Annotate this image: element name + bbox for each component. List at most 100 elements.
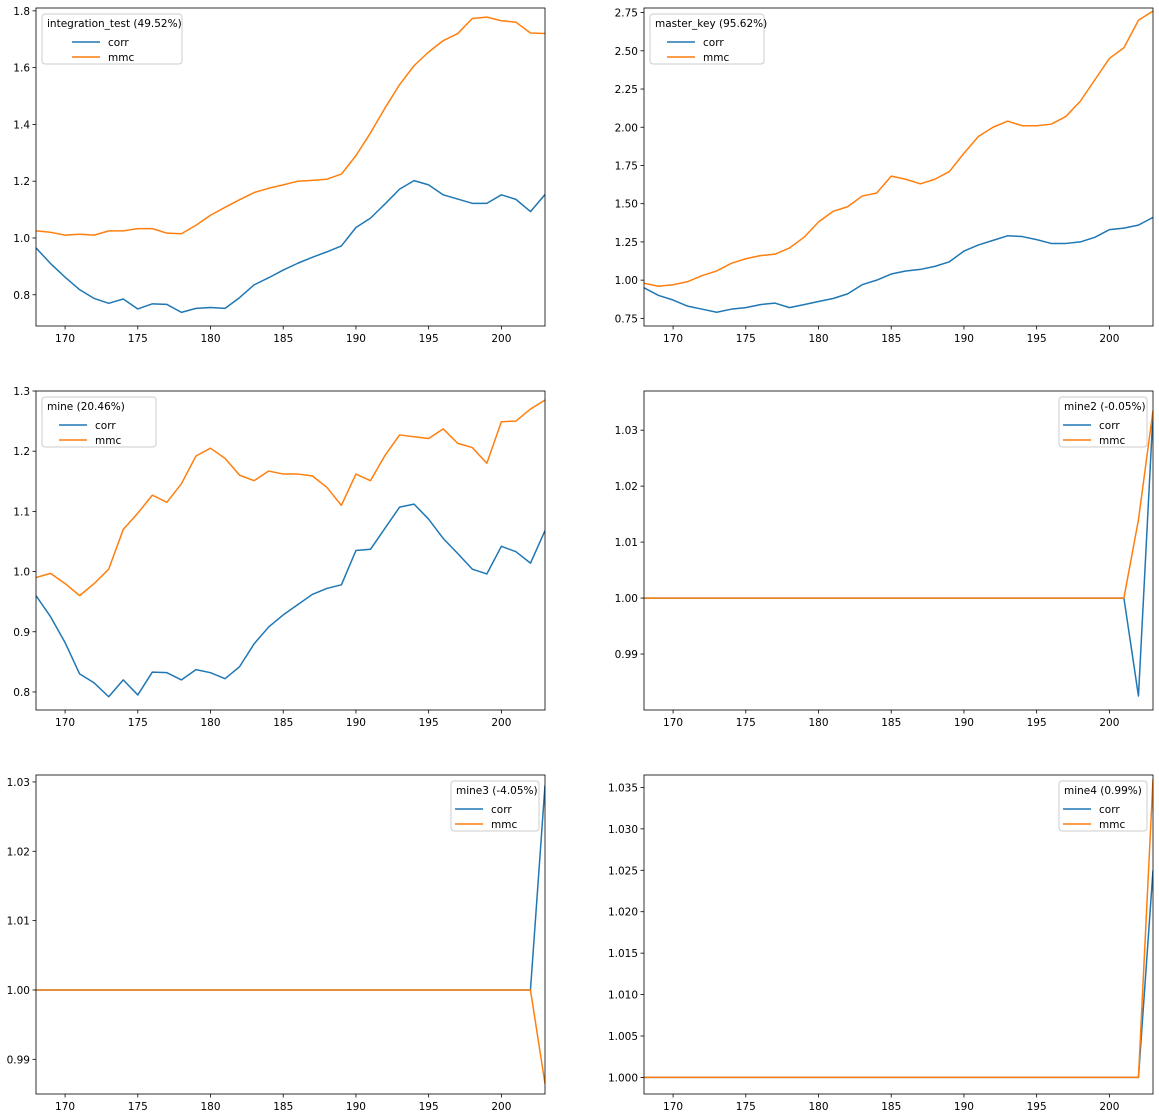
y-tick-label: 1.25 <box>615 237 638 249</box>
x-tick-label: 170 <box>663 717 683 729</box>
x-tick-label: 195 <box>1027 1101 1047 1113</box>
y-tick-label: 1.005 <box>608 1031 638 1043</box>
legend: integration_test (49.52%) corr mmc <box>41 13 183 65</box>
y-tick-label: 1.00 <box>7 985 30 997</box>
y-tick-label: 1.00 <box>615 593 638 605</box>
x-tick-label: 175 <box>128 1101 148 1113</box>
y-tick-label: 0.8 <box>13 687 30 699</box>
x-tick-label: 200 <box>491 333 511 345</box>
y-tick-label: 1.1 <box>13 506 30 518</box>
series-line-mmc <box>644 779 1153 1079</box>
axes-frame <box>35 390 546 711</box>
subplot-1: 170 175 180 185 190 195 200 0.8 1.0 1.2 1.4 1.6 1.8 i… <box>13 6 546 345</box>
legend-box <box>450 780 540 832</box>
x-tick-label: 180 <box>200 333 220 345</box>
y-tick-label: 0.8 <box>13 290 30 302</box>
axes-frame <box>643 774 1154 1095</box>
legend-label-corr: corr <box>491 804 512 816</box>
x-tick-label: 185 <box>273 1101 293 1113</box>
series-line-corr <box>644 413 1153 697</box>
legend-label-mmc: mmc <box>95 435 121 447</box>
series-line-corr <box>36 179 545 314</box>
x-tick-label: 195 <box>419 1101 439 1113</box>
legend: master_key (95.62%) corr mmc <box>649 13 767 65</box>
subplot-5: 170 175 180 185 190 195 200 0.99 1.00 1.01 1.02 1.0… <box>7 774 546 1113</box>
y-tick-label: 1.015 <box>608 948 638 960</box>
y-tick-label: 2.00 <box>615 122 638 134</box>
y-tick-label: 1.00 <box>615 275 638 287</box>
y-tick-label: 0.75 <box>615 313 638 325</box>
legend-title: mine3 (-4.05%) <box>456 785 538 797</box>
axes-frame <box>35 7 546 327</box>
legend-label-mmc: mmc <box>703 52 729 64</box>
series-line-mmc <box>36 399 545 597</box>
x-tick-label: 175 <box>736 717 756 729</box>
y-tick-label: 1.4 <box>13 119 30 131</box>
legend-box <box>1058 780 1148 832</box>
y-tick-label: 1.8 <box>13 6 30 18</box>
legend-title: master_key (95.62%) <box>655 18 767 30</box>
y-tick-label: 1.02 <box>615 481 638 493</box>
x-tick-label: 195 <box>1027 333 1047 345</box>
y-tick-label: 1.2 <box>13 446 30 458</box>
y-tick-label: 1.03 <box>7 777 30 789</box>
x-tick-label: 185 <box>881 717 901 729</box>
series-line-mmc <box>36 989 545 1084</box>
legend-label-mmc: mmc <box>1099 435 1125 447</box>
x-tick-label: 190 <box>346 333 366 345</box>
y-tick-label: 1.75 <box>615 160 638 172</box>
x-tick-label: 190 <box>954 333 974 345</box>
axes-frame <box>643 7 1154 327</box>
legend-box <box>41 396 157 448</box>
x-tick-label: 185 <box>273 717 293 729</box>
legend-label-mmc: mmc <box>108 52 134 64</box>
x-tick-label: 195 <box>419 717 439 729</box>
x-tick-label: 170 <box>663 1101 683 1113</box>
x-tick-label: 190 <box>954 1101 974 1113</box>
series-line-mmc <box>644 10 1153 287</box>
legend-box <box>1058 396 1148 448</box>
legend-title: integration_test (49.52%) <box>47 18 182 30</box>
x-tick-label: 200 <box>1099 1101 1119 1113</box>
subplot-6: 170 175 180 185 190 195 200 1.000 1.005 1.010 1.01… <box>608 774 1154 1113</box>
x-tick-label: 185 <box>273 333 293 345</box>
y-tick-label: 1.2 <box>13 176 30 188</box>
subplot-4: 170 175 180 185 190 195 200 0.99 1.00 1.01 1.02 1.0… <box>615 390 1154 729</box>
x-tick-label: 200 <box>491 717 511 729</box>
y-tick-label: 1.3 <box>13 386 30 398</box>
subplot-3: 170 175 180 185 190 195 200 0.8 0.9 1.0 1.1 1.2 1.3 m… <box>13 386 546 729</box>
subplot-2: 170 175 180 185 190 195 200 0.75 1.00 1.25 1.50 1.7… <box>615 7 1154 345</box>
y-tick-label: 1.000 <box>608 1072 638 1084</box>
x-tick-label: 170 <box>55 333 75 345</box>
x-tick-label: 200 <box>491 1101 511 1113</box>
y-tick-label: 1.03 <box>615 425 638 437</box>
legend-box <box>41 13 183 65</box>
x-tick-label: 170 <box>55 1101 75 1113</box>
y-tick-label: 1.025 <box>608 865 638 877</box>
y-tick-label: 1.01 <box>7 916 30 928</box>
x-tick-label: 170 <box>55 717 75 729</box>
legend: mine4 (0.99%) corr mmc <box>1058 780 1148 832</box>
legend-label-corr: corr <box>108 37 129 49</box>
series-line-mmc <box>644 410 1153 599</box>
y-tick-label: 2.75 <box>615 8 638 20</box>
y-tick-label: 2.50 <box>615 46 638 58</box>
y-tick-label: 1.020 <box>608 907 638 919</box>
y-tick-label: 1.030 <box>608 824 638 836</box>
x-tick-label: 180 <box>808 1101 828 1113</box>
y-tick-label: 1.50 <box>615 199 638 211</box>
x-tick-label: 180 <box>200 717 220 729</box>
legend-title: mine2 (-0.05%) <box>1064 401 1146 413</box>
series-line-corr <box>644 870 1153 1079</box>
x-tick-label: 195 <box>1027 717 1047 729</box>
y-tick-label: 0.99 <box>615 649 638 661</box>
legend: mine3 (-4.05%) corr mmc <box>450 780 540 832</box>
x-tick-label: 185 <box>881 1101 901 1113</box>
series-line-mmc <box>36 16 545 236</box>
y-tick-label: 1.0 <box>13 233 30 245</box>
legend-label-mmc: mmc <box>491 819 517 831</box>
legend-label-corr: corr <box>1099 804 1120 816</box>
x-tick-label: 180 <box>200 1101 220 1113</box>
x-tick-label: 185 <box>881 333 901 345</box>
